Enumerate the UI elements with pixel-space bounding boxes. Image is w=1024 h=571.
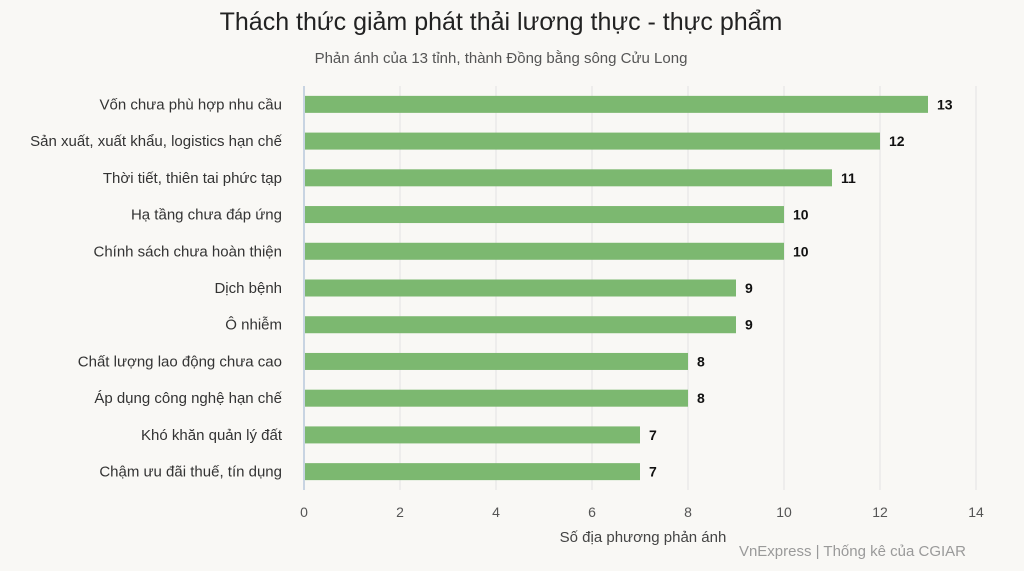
category-label: Ô nhiễm xyxy=(225,317,282,334)
data-label: 10 xyxy=(793,243,809,259)
category-label: Áp dụng công nghệ hạn chế xyxy=(94,390,282,407)
x-tick-label: 8 xyxy=(684,504,692,520)
category-label: Dịch bệnh xyxy=(214,280,282,297)
x-tick-label: 2 xyxy=(396,504,404,520)
category-label: Chất lượng lao động chưa cao xyxy=(78,353,282,370)
bar xyxy=(305,242,784,260)
data-label: 8 xyxy=(697,390,705,406)
data-label: 9 xyxy=(745,317,753,333)
bar xyxy=(305,426,640,444)
x-tick-label: 14 xyxy=(968,504,984,520)
category-label: Chính sách chưa hoàn thiện xyxy=(93,243,282,260)
labels: 0 2 4 6 8 10 12 14 Vốn chưa phù hợp nhu cầu 13 Sản… xyxy=(30,96,984,520)
bar xyxy=(305,279,736,297)
x-axis-title: Số địa phương phản ánh xyxy=(560,529,727,546)
category-label: Thời tiết, thiên tai phức tạp xyxy=(103,170,282,187)
category-label: Sản xuất, xuất khẩu, logistics hạn chế xyxy=(30,133,282,150)
data-label: 11 xyxy=(841,170,856,186)
bar xyxy=(305,95,928,113)
bar xyxy=(305,352,688,370)
x-tick-label: 10 xyxy=(776,504,792,520)
bar xyxy=(305,316,736,334)
chart-subtitle: Phản ánh của 13 tỉnh, thành Đồng bằng sô… xyxy=(314,50,688,67)
bar xyxy=(305,169,832,187)
data-label: 8 xyxy=(697,353,705,369)
bar xyxy=(305,132,880,150)
data-label: 12 xyxy=(889,133,905,149)
x-tick-label: 6 xyxy=(588,504,596,520)
chart-title: Thách thức giảm phát thải lương thực - t… xyxy=(219,8,783,36)
category-label: Khó khăn quản lý đất xyxy=(141,427,283,444)
category-label: Vốn chưa phù hợp nhu cầu xyxy=(99,96,282,113)
bar xyxy=(305,389,688,407)
bar xyxy=(305,206,784,224)
data-label: 9 xyxy=(745,280,753,296)
data-label: 7 xyxy=(649,464,657,480)
category-label: Chậm ưu đãi thuế, tín dụng xyxy=(99,464,282,481)
source-credit: VnExpress | Thống kê của CGIAR xyxy=(738,543,966,560)
bar xyxy=(305,463,640,481)
bars xyxy=(305,95,928,481)
x-tick-label: 0 xyxy=(300,504,308,520)
data-label: 10 xyxy=(793,207,809,223)
x-tick-label: 4 xyxy=(492,504,500,520)
data-label: 13 xyxy=(937,96,953,112)
category-label: Hạ tầng chưa đáp ứng xyxy=(131,207,282,224)
data-label: 7 xyxy=(649,427,657,443)
x-tick-label: 12 xyxy=(872,504,888,520)
